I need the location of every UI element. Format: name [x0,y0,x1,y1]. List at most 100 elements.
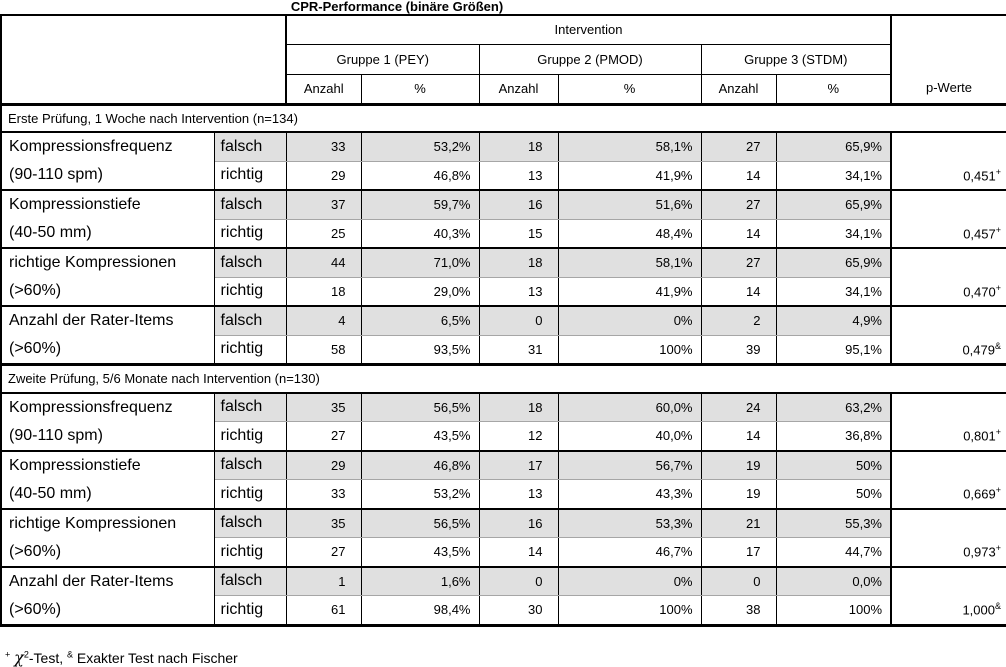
variable-name: Kompressionsfrequenz [9,398,173,416]
falsch-cell: falsch [213,450,287,480]
variable-unit: (>60%) [9,282,62,299]
p-value: 0,451 [963,168,996,183]
header-group-3: Gruppe 3 (STDM) [700,43,892,75]
cpr-performance-table: Intervention p-Werte Gruppe 1 (PEY) Grup… [0,14,1006,627]
data-cell: 44,7% [775,537,891,568]
footnote-chi-marker: + [5,648,11,659]
richtig-cell: richtig [213,595,287,627]
data-cell: 65,9% [775,132,891,162]
data-cell: 16 [478,508,558,538]
data-cell: 59,7% [360,190,479,220]
data-cell: 13 [478,479,558,510]
data-cell: 35 [285,508,361,538]
p-sup: + [995,485,1001,496]
variable-unit: (>60%) [9,600,62,618]
data-cell: 30 [478,595,558,627]
p-value-cell: 0,801+ [890,392,1006,452]
data-cell: 14 [700,277,776,307]
chi-symbol: χ [14,647,24,667]
header-group-1: Gruppe 1 (PEY) [285,43,480,75]
richtig-cell: richtig [213,335,287,366]
data-cell: 14 [478,537,558,568]
data-cell: 50% [775,450,891,480]
data-cell: 51,6% [557,190,701,220]
data-cell: 55,3% [775,508,891,538]
variable-label: Kompressionstiefe (40-50 mm) [1,190,215,249]
p-sup: + [995,166,1001,177]
data-cell: 56,5% [360,508,479,538]
header-stub-cell [1,15,287,106]
variable-label: Kompressionstiefe (40-50 mm) [1,450,215,510]
data-cell: 41,9% [557,161,701,191]
data-cell: 29,0% [360,277,479,307]
variable-label: richtige Kompressionen (>60%) [1,508,215,568]
data-cell: 19 [700,479,776,510]
data-cell: 58 [285,335,361,366]
data-cell: 18 [478,132,558,162]
footnote: + χ2-Test, & Exakter Test nach Fischer [0,648,1006,667]
variable-unit: (40-50 mm) [9,484,92,502]
data-cell: 27 [285,421,361,452]
p-value: 0,479 [962,342,995,357]
data-cell: 0,0% [775,566,891,597]
falsch-cell: falsch [213,132,287,162]
data-cell: 1,6% [360,566,479,597]
p-sup: & [994,601,1001,612]
data-cell: 46,7% [557,537,701,568]
data-cell: 21 [700,508,776,538]
data-cell: 29 [285,161,361,191]
data-cell: 44 [285,248,361,278]
header-anzahl-g1: Anzahl [285,73,362,106]
data-cell: 2 [700,306,776,336]
data-cell: 4,9% [775,306,891,336]
richtig-cell: richtig [213,537,287,568]
data-cell: 46,8% [360,161,479,191]
data-cell: 14 [700,219,776,249]
data-cell: 35 [285,392,361,422]
data-cell: 93,5% [360,335,479,366]
data-cell: 37 [285,190,361,220]
data-cell: 41,9% [557,277,701,307]
data-cell: 95,1% [775,335,891,366]
variable-unit: (90-110 spm) [9,166,103,183]
data-cell: 27 [700,248,776,278]
data-cell: 39 [700,335,776,366]
data-cell: 4 [285,306,361,336]
richtig-cell: richtig [213,421,287,452]
data-cell: 58,1% [557,132,701,162]
p-sup: & [994,340,1001,351]
data-cell: 43,5% [360,421,479,452]
data-cell: 19 [700,450,776,480]
header-anzahl-g2: Anzahl [478,73,559,106]
data-cell: 33 [285,132,361,162]
richtig-cell: richtig [213,479,287,510]
p-sup: + [995,282,1001,293]
data-cell: 14 [700,421,776,452]
data-cell: 34,1% [775,219,891,249]
variable-label: Kompressionsfrequenz (90-110 spm) [1,392,215,452]
richtig-cell: richtig [213,277,287,307]
data-cell: 12 [478,421,558,452]
data-cell: 56,5% [360,392,479,422]
data-cell: 50% [775,479,891,510]
p-value-cell: 0,470+ [890,248,1006,307]
data-cell: 100% [775,595,891,627]
data-cell: 48,4% [557,219,701,249]
variable-name: richtige Kompressionen [9,254,177,271]
data-cell: 53,2% [360,132,479,162]
data-cell: 17 [478,450,558,480]
data-cell: 100% [557,595,701,627]
falsch-cell: falsch [213,306,287,336]
falsch-cell: falsch [213,392,287,422]
data-cell: 36,8% [775,421,891,452]
chi-exponent: 2 [23,648,29,659]
p-value: 0,801 [963,428,996,444]
data-cell: 71,0% [360,248,479,278]
data-cell: 0 [700,566,776,597]
p-value-cell: 1,000& [890,566,1006,626]
p-value-cell: 0,479& [890,306,1006,366]
data-cell: 60,0% [557,392,701,422]
data-cell: 27 [700,132,776,162]
data-cell: 0% [557,566,701,597]
variable-unit: (90-110 spm) [9,426,103,444]
